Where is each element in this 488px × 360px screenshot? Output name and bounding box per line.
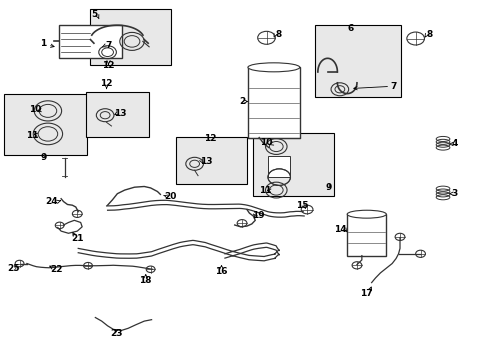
Bar: [315, 25, 400, 97]
Text: 18: 18: [139, 276, 152, 285]
Text: 11: 11: [25, 130, 38, 139]
Ellipse shape: [346, 210, 386, 218]
Text: 22: 22: [50, 265, 62, 274]
Text: 2: 2: [239, 97, 245, 106]
Text: 19: 19: [251, 211, 264, 220]
Bar: [253, 133, 333, 196]
Text: 10: 10: [260, 139, 272, 148]
Text: 13: 13: [113, 109, 126, 118]
Text: 20: 20: [163, 192, 176, 201]
Bar: [267, 156, 290, 177]
Text: 11: 11: [258, 186, 271, 195]
Text: 23: 23: [110, 328, 122, 338]
Text: 6: 6: [347, 23, 353, 32]
Bar: [4, 94, 87, 155]
Text: 12: 12: [102, 61, 115, 70]
Text: 5: 5: [91, 10, 97, 19]
Text: 14: 14: [334, 225, 346, 234]
Text: 3: 3: [451, 189, 457, 198]
Text: 1: 1: [40, 40, 46, 49]
Text: 15: 15: [295, 201, 308, 210]
Text: 8: 8: [275, 30, 281, 39]
Bar: [90, 9, 171, 65]
Text: 9: 9: [325, 184, 331, 192]
Text: 12: 12: [203, 134, 216, 143]
Text: 7: 7: [105, 41, 112, 50]
Bar: [59, 25, 122, 58]
Text: 8: 8: [426, 30, 431, 39]
Ellipse shape: [247, 63, 299, 72]
Text: 12: 12: [100, 79, 113, 88]
Text: 17: 17: [360, 289, 372, 298]
Text: 7: 7: [389, 82, 396, 91]
Text: 4: 4: [450, 139, 457, 148]
Bar: [248, 67, 299, 138]
Text: 25: 25: [7, 264, 20, 273]
Text: 24: 24: [45, 197, 58, 206]
Text: 10: 10: [29, 104, 41, 114]
Bar: [176, 137, 246, 184]
Text: 9: 9: [41, 153, 47, 162]
Bar: [346, 214, 386, 256]
Text: 16: 16: [215, 267, 227, 276]
Text: 13: 13: [200, 157, 212, 166]
Bar: [85, 92, 149, 137]
Text: 21: 21: [71, 234, 83, 243]
